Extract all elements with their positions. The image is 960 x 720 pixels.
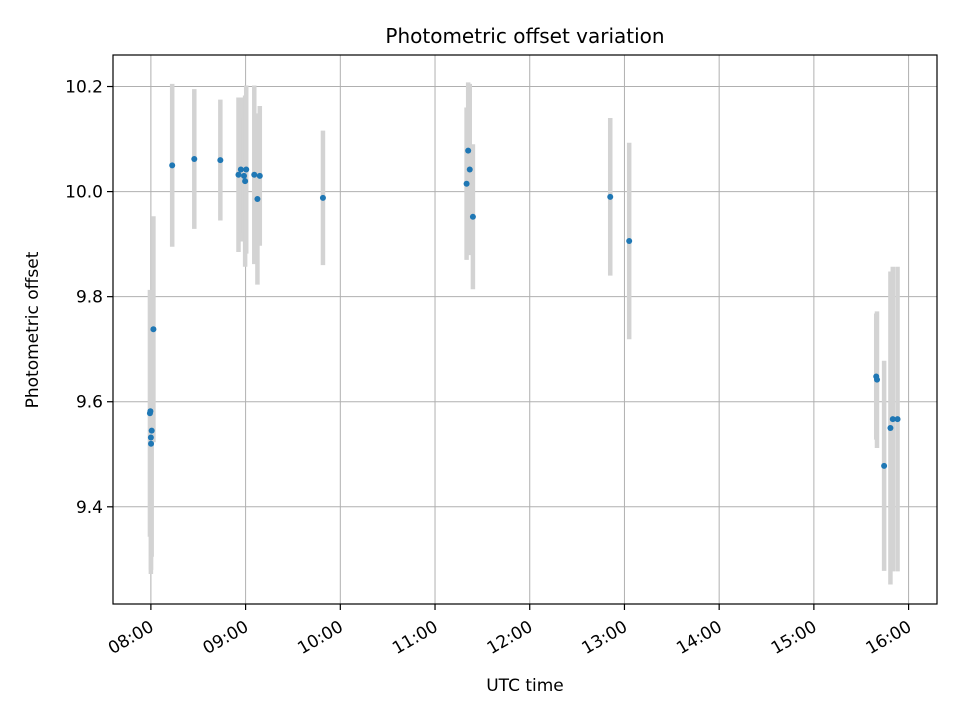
y-tick-label: 9.6 (76, 393, 103, 413)
data-point (242, 178, 249, 185)
x-axis-label: UTC time (486, 676, 564, 696)
data-point (894, 416, 901, 423)
data-point (626, 237, 633, 244)
data-point (889, 416, 896, 423)
data-point (217, 157, 224, 164)
data-point (465, 147, 472, 154)
plot-frame (112, 54, 938, 605)
y-axis-ticks: 9.4 9.6 9.8 10.0 10.2 (65, 78, 113, 518)
data-point (191, 156, 198, 163)
data-point (254, 195, 261, 202)
data-point (887, 425, 894, 432)
y-tick-label: 10.0 (65, 183, 103, 203)
y-tick-label: 9.8 (76, 288, 103, 308)
data-point (881, 462, 888, 469)
data-point (243, 166, 250, 173)
y-axis-label: Photometric offset (23, 251, 43, 408)
data-point (607, 193, 614, 200)
chart-title: Photometric offset variation (385, 24, 664, 48)
data-point (251, 171, 258, 178)
data-points (146, 147, 901, 469)
data-point (150, 326, 157, 333)
data-point (469, 213, 476, 220)
data-point (256, 172, 263, 179)
data-point (148, 427, 155, 434)
data-point (147, 408, 154, 415)
data-point (148, 440, 155, 447)
data-point (235, 171, 242, 178)
data-point (466, 166, 473, 173)
data-point (874, 376, 881, 383)
data-point (241, 172, 248, 179)
data-point (463, 180, 470, 187)
y-tick-label: 10.2 (65, 78, 103, 98)
y-tick-label: 9.4 (76, 498, 103, 518)
data-point (237, 166, 244, 173)
grid (113, 55, 937, 604)
data-point (319, 194, 326, 201)
data-point (169, 162, 176, 169)
data-point (147, 434, 154, 441)
